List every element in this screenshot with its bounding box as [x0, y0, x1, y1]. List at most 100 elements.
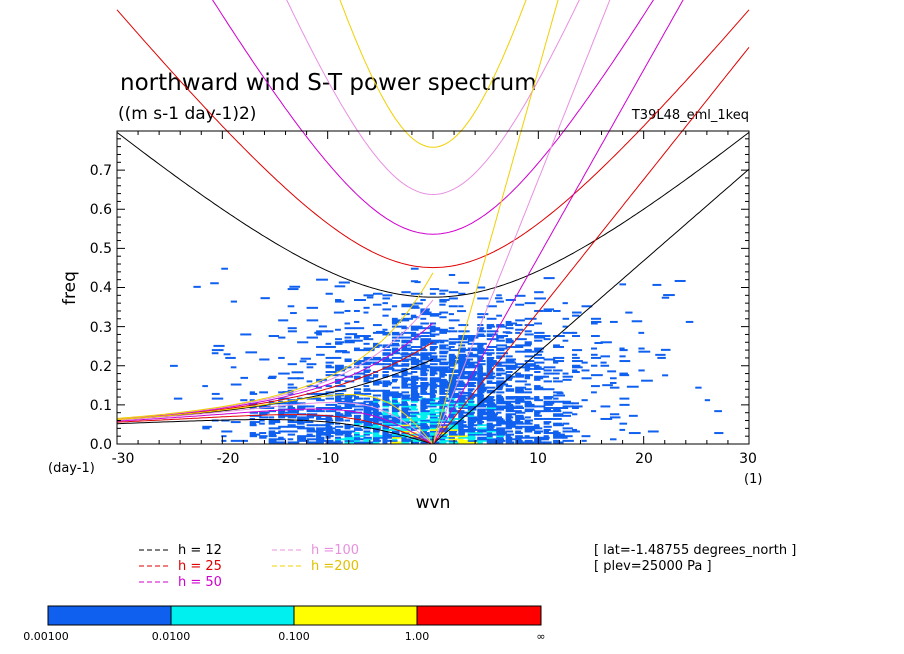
- heatmap-cell: [524, 364, 536, 367]
- heatmap-cell: [354, 408, 364, 411]
- heatmap-cell: [410, 366, 420, 369]
- heatmap-cell: [439, 355, 447, 358]
- heatmap-cell: [391, 333, 404, 336]
- heatmap-cell: [496, 339, 505, 342]
- heatmap-cell: [429, 358, 440, 361]
- heatmap-cell: [477, 436, 489, 439]
- heatmap-cell: [439, 372, 446, 375]
- heatmap-cell: [221, 435, 227, 438]
- heatmap-cell: [268, 432, 281, 435]
- heatmap-cell: [429, 417, 440, 420]
- heatmap-cell: [413, 302, 423, 305]
- heatmap-cell: [429, 385, 442, 388]
- heatmap-cell: [515, 414, 524, 417]
- heatmap-cell: [496, 424, 502, 427]
- heatmap-cell: [448, 402, 460, 405]
- heatmap-cell: [619, 283, 627, 286]
- heatmap-cell: [299, 360, 307, 363]
- heatmap-cell: [410, 356, 417, 359]
- heatmap-cell: [391, 361, 398, 364]
- heatmap-cell: [278, 397, 289, 400]
- heatmap-cell: [496, 394, 502, 397]
- heatmap-cell: [600, 364, 610, 367]
- heatmap-cell: [477, 416, 489, 419]
- heatmap-cell: [496, 356, 503, 359]
- heatmap-cell: [335, 411, 341, 414]
- heatmap-cell: [316, 399, 325, 402]
- heatmap-cell: [505, 385, 513, 388]
- heatmap-cell: [439, 316, 447, 319]
- heatmap-cell: [401, 319, 410, 322]
- heatmap-cell: [372, 405, 380, 408]
- heatmap-cell: [363, 419, 375, 422]
- heatmap-cell: [382, 363, 392, 366]
- heatmap-cell: [391, 433, 399, 436]
- heatmap-cell: [316, 278, 328, 281]
- heatmap-cell: [316, 345, 327, 348]
- heatmap-cell: [420, 322, 429, 325]
- heatmap-cell: [553, 309, 561, 312]
- heatmap-cell: [437, 400, 446, 403]
- heatmap-cell: [439, 391, 445, 394]
- heatmap-cell: [287, 416, 297, 419]
- heatmap-cell: [420, 369, 429, 372]
- heatmap-cell: [591, 317, 602, 320]
- heatmap-cell: [363, 424, 374, 427]
- y-tick-label: 0.4: [90, 280, 112, 296]
- heatmap-cell: [439, 392, 450, 395]
- heatmap-cell: [486, 386, 496, 389]
- heatmap-cell: [382, 416, 393, 419]
- heatmap-cell: [534, 438, 545, 441]
- heatmap-cell: [410, 408, 418, 411]
- heatmap-cell: [662, 374, 669, 377]
- heatmap-cell: [505, 378, 513, 381]
- heatmap-cell: [211, 352, 219, 355]
- heatmap-cell: [439, 299, 450, 302]
- curve-legend: h = 12 h = 25 h = 50 h =100 h =200: [139, 543, 359, 590]
- heatmap-cell: [316, 392, 328, 395]
- heatmap-cell: [458, 383, 469, 386]
- heatmap-cell: [259, 411, 270, 414]
- heatmap-cell: [524, 360, 535, 363]
- heatmap-cell: [581, 369, 590, 372]
- heatmap-cell: [248, 402, 258, 405]
- heatmap-cell: [467, 439, 478, 442]
- heatmap-cell: [467, 403, 479, 406]
- heatmap-cell: [420, 358, 432, 361]
- heatmap-cell: [287, 330, 297, 333]
- heatmap-cell: [363, 389, 376, 392]
- legend-label-h25: h = 25: [178, 559, 222, 574]
- heatmap-cell: [316, 410, 325, 413]
- heatmap-cell: [458, 433, 465, 436]
- heatmap-cell: [458, 372, 469, 375]
- heatmap-cell: [439, 436, 451, 439]
- heatmap-cell: [401, 364, 410, 367]
- heatmap-cell: [543, 403, 553, 406]
- heatmap-cell: [420, 381, 429, 384]
- heatmap-cell: [534, 377, 544, 380]
- heatmap-cell: [429, 366, 441, 369]
- heatmap-cell: [467, 389, 473, 392]
- heatmap-cell: [401, 396, 410, 399]
- heatmap-cell: [420, 367, 428, 370]
- y-axis-label: freq: [60, 271, 80, 305]
- heatmap-cell: [534, 439, 542, 442]
- heatmap-cell: [420, 385, 429, 388]
- heatmap-cell: [391, 392, 403, 395]
- heatmap-cell: [714, 410, 722, 413]
- heatmap-cell: [375, 330, 386, 333]
- heatmap-cell: [268, 416, 275, 419]
- heatmap-cell: [429, 378, 440, 381]
- heatmap-cell: [391, 438, 398, 441]
- heatmap-cell: [335, 441, 343, 444]
- heatmap-cell: [486, 345, 498, 348]
- heatmap-cell: [314, 331, 322, 334]
- heatmap-cell: [553, 361, 559, 364]
- heatmap-cell: [448, 378, 457, 381]
- heatmap-cell: [496, 436, 504, 439]
- heatmap-cell: [505, 407, 518, 410]
- heatmap-cell: [581, 435, 591, 438]
- heatmap-cell: [458, 330, 470, 333]
- heatmap-cell: [486, 402, 496, 405]
- heatmap-cell: [486, 397, 494, 400]
